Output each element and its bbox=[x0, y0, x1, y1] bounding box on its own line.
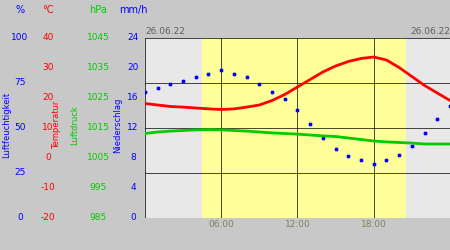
Text: 4: 4 bbox=[130, 183, 136, 192]
Text: Temperatur: Temperatur bbox=[53, 101, 62, 149]
Bar bbox=[145, 38, 202, 218]
Text: 30: 30 bbox=[42, 63, 54, 72]
Text: 0: 0 bbox=[45, 153, 51, 162]
Text: 10: 10 bbox=[42, 123, 54, 132]
Text: Niederschlag: Niederschlag bbox=[113, 97, 122, 153]
Text: 12: 12 bbox=[127, 123, 139, 132]
Text: 0: 0 bbox=[17, 213, 23, 222]
Text: 8: 8 bbox=[130, 153, 136, 162]
Text: 24: 24 bbox=[127, 33, 139, 42]
Text: 1045: 1045 bbox=[86, 33, 109, 42]
Text: 1035: 1035 bbox=[86, 63, 109, 72]
Text: 40: 40 bbox=[42, 33, 54, 42]
Text: 0: 0 bbox=[130, 213, 136, 222]
Text: hPa: hPa bbox=[89, 5, 107, 15]
Text: 75: 75 bbox=[14, 78, 26, 87]
Text: 1005: 1005 bbox=[86, 153, 109, 162]
Text: 1025: 1025 bbox=[86, 93, 109, 102]
Text: 26.06.22: 26.06.22 bbox=[145, 27, 185, 36]
Text: 16: 16 bbox=[127, 93, 139, 102]
Text: -20: -20 bbox=[40, 213, 55, 222]
Text: -10: -10 bbox=[40, 183, 55, 192]
Text: 100: 100 bbox=[11, 33, 29, 42]
Bar bbox=[202, 38, 405, 218]
Text: 25: 25 bbox=[14, 168, 26, 177]
Text: °C: °C bbox=[42, 5, 54, 15]
Text: 50: 50 bbox=[14, 123, 26, 132]
Text: 20: 20 bbox=[42, 93, 54, 102]
Text: %: % bbox=[15, 5, 25, 15]
Text: 1015: 1015 bbox=[86, 123, 109, 132]
Text: 985: 985 bbox=[90, 213, 107, 222]
Text: 995: 995 bbox=[90, 183, 107, 192]
Text: Luftdruck: Luftdruck bbox=[71, 105, 80, 145]
Text: 26.06.22: 26.06.22 bbox=[410, 27, 450, 36]
Text: mm/h: mm/h bbox=[119, 5, 147, 15]
Text: 20: 20 bbox=[127, 63, 139, 72]
Text: Luftfeuchtigkeit: Luftfeuchtigkeit bbox=[3, 92, 12, 158]
Bar bbox=[405, 38, 450, 218]
